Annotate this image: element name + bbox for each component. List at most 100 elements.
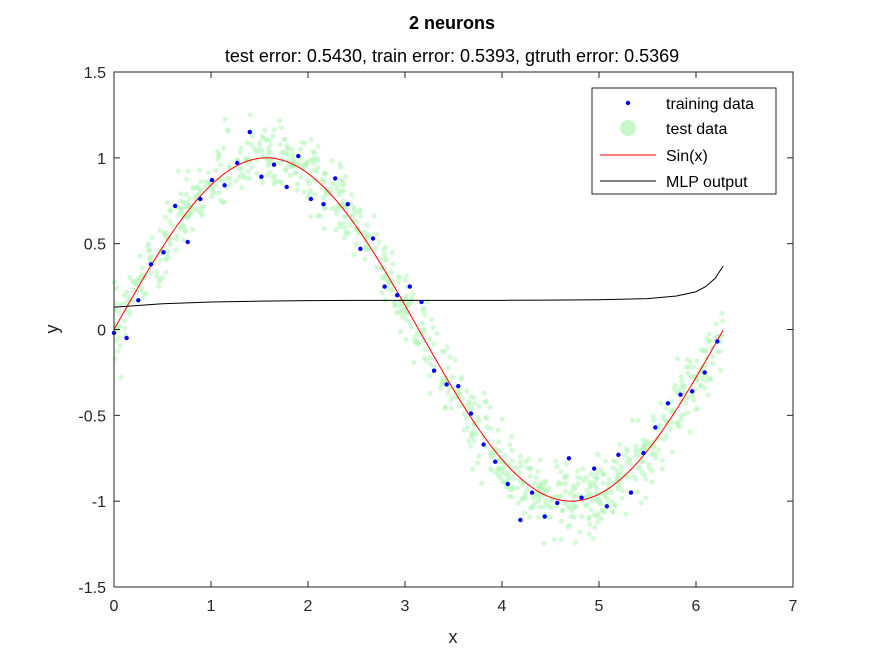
training-data-point — [148, 262, 154, 267]
test-data-point — [267, 169, 273, 175]
test-data-point — [245, 169, 251, 175]
test-data-point — [558, 469, 564, 475]
test-data-point — [256, 144, 263, 150]
test-data-point — [393, 301, 399, 307]
test-data-point — [719, 310, 725, 316]
test-data-point — [690, 364, 697, 370]
training-data-layer — [111, 129, 720, 523]
test-data-point — [598, 516, 604, 522]
test-data-point — [116, 334, 122, 340]
test-data-point — [221, 178, 227, 184]
test-data-point — [332, 206, 339, 212]
test-data-point — [445, 365, 451, 371]
test-data-point — [640, 437, 646, 443]
test-data-point — [427, 355, 433, 361]
test-data-point — [683, 364, 690, 370]
test-data-point — [575, 480, 581, 486]
test-data-point — [144, 243, 151, 249]
test-data-point — [286, 163, 292, 169]
test-data-point — [600, 480, 606, 486]
test-data-point — [184, 176, 190, 182]
test-data-point — [490, 452, 496, 458]
legend: training data test data Sin(x) MLP outpu… — [591, 87, 777, 195]
test-data-point — [146, 248, 152, 254]
test-data-point — [678, 417, 684, 423]
x-tick-label: 6 — [692, 598, 701, 615]
test-data-point — [265, 163, 271, 169]
y-tick-label: 1 — [97, 151, 106, 168]
test-data-point — [320, 194, 326, 201]
test-data-point — [701, 348, 708, 354]
test-data-point — [420, 308, 426, 314]
test-data-point — [708, 376, 714, 382]
legend-marker-training-data — [625, 100, 631, 106]
test-data-point — [329, 181, 335, 187]
test-data-point — [213, 183, 219, 189]
test-data-point — [197, 167, 203, 173]
test-data-point — [710, 360, 716, 366]
test-data-point — [625, 448, 631, 454]
test-data-point — [493, 470, 499, 476]
test-data-point — [509, 458, 515, 464]
test-data-point — [688, 374, 694, 380]
test-data-point — [461, 411, 467, 417]
test-data-point — [520, 481, 526, 488]
test-data-point — [407, 320, 413, 326]
test-data-point — [277, 118, 283, 124]
test-data-point — [672, 382, 678, 388]
training-data-point — [209, 177, 215, 183]
test-data-point — [685, 370, 691, 376]
test-data-point — [162, 214, 168, 220]
test-data-point — [437, 386, 443, 392]
test-data-point — [308, 214, 314, 220]
test-data-point — [249, 133, 255, 139]
test-data-point — [638, 500, 645, 506]
test-data-point — [479, 480, 485, 486]
test-data-point — [119, 301, 125, 308]
chart-subtitle: test error: 0.5430, train error: 0.5393,… — [225, 46, 679, 66]
test-data-point — [507, 442, 513, 448]
test-data-point — [307, 188, 314, 194]
training-data-point — [493, 459, 498, 464]
test-data-point — [245, 155, 251, 161]
test-data-point — [466, 438, 472, 444]
training-data-point — [235, 160, 240, 166]
test-data-point — [198, 205, 204, 211]
test-data-point — [720, 318, 726, 324]
test-data-point — [282, 166, 288, 172]
y-tick-label: 0 — [97, 323, 106, 340]
test-data-point — [184, 214, 190, 220]
test-data-point — [597, 500, 603, 507]
training-data-point — [395, 293, 400, 298]
test-data-point — [476, 418, 482, 424]
y-tick-label: -1.5 — [78, 580, 106, 597]
test-data-point — [362, 246, 368, 252]
test-data-point — [179, 222, 185, 228]
test-data-point — [609, 498, 615, 504]
x-axis-label: x — [449, 627, 458, 647]
test-data-point — [475, 460, 481, 466]
test-data-point — [411, 360, 417, 366]
test-data-point — [695, 406, 701, 412]
sin-line — [113, 157, 724, 502]
training-data-point — [579, 495, 584, 500]
test-data-point — [578, 475, 584, 481]
test-data-point — [684, 356, 690, 362]
test-data-point — [572, 540, 579, 546]
test-data-point — [290, 154, 296, 161]
test-data-point — [238, 184, 244, 190]
test-data-point — [537, 457, 543, 463]
test-data-point — [373, 264, 379, 270]
test-data-point — [355, 230, 361, 236]
test-data-point — [469, 405, 475, 411]
test-data-point — [563, 461, 569, 467]
test-data-point — [518, 453, 524, 459]
test-data-point — [342, 225, 348, 231]
test-data-point — [114, 348, 121, 354]
test-data-point — [514, 485, 520, 491]
test-data-point — [675, 422, 681, 428]
x-tick-label: 0 — [110, 598, 119, 615]
test-data-point — [656, 447, 662, 453]
test-data-point — [399, 309, 405, 315]
y-tick-label: 1.5 — [84, 65, 106, 82]
